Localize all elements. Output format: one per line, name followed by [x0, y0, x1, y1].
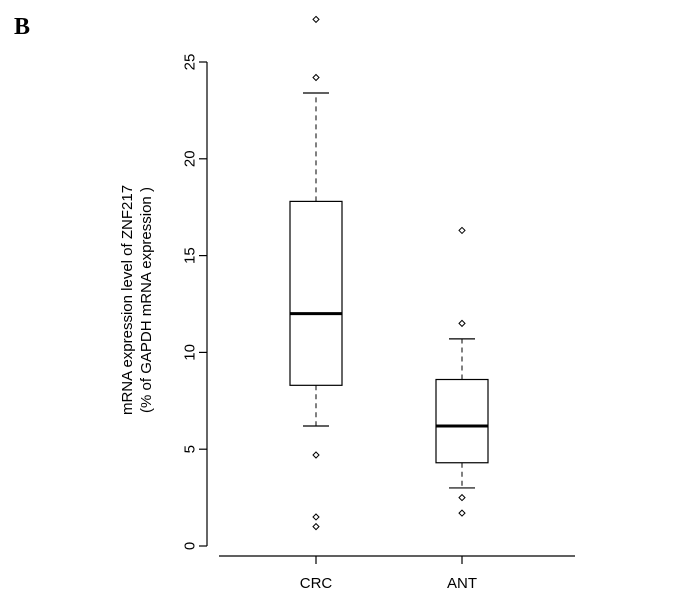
- box-iqr: [289, 200, 343, 386]
- outlier-point: [312, 15, 320, 24]
- y-tick-label: 5: [181, 445, 198, 453]
- y-axis-label-line1: mRNA expression level of ZNF217: [119, 185, 136, 415]
- outlier-point: [312, 73, 320, 82]
- outlier-point: [312, 513, 320, 521]
- box-iqr: [435, 378, 489, 464]
- y-tick-label: 20: [181, 150, 198, 167]
- outlier-point: [458, 226, 466, 235]
- x-tick-label: CRC: [300, 575, 333, 592]
- panel-letter: B: [14, 14, 31, 40]
- outlier-point: [458, 493, 466, 502]
- y-tick-label: 10: [181, 344, 198, 361]
- boxes: [289, 15, 489, 531]
- y-tick-label: 15: [181, 247, 198, 264]
- x-axis: CRC ANT: [219, 555, 575, 592]
- outlier-point: [458, 319, 466, 328]
- y-tick-label: 0: [181, 542, 198, 550]
- x-tick-label: ANT: [447, 575, 477, 592]
- box-ant: [435, 226, 489, 517]
- outlier-point: [312, 451, 320, 459]
- y-tick-label: 25: [181, 54, 198, 71]
- outlier-point: [458, 509, 466, 517]
- y-axis: 0 5 10 15 20 25: [181, 54, 208, 550]
- y-axis-label-line2: (% of GAPDH mRNA expression ): [138, 187, 155, 413]
- box-crc: [289, 15, 343, 531]
- outlier-point: [312, 522, 320, 531]
